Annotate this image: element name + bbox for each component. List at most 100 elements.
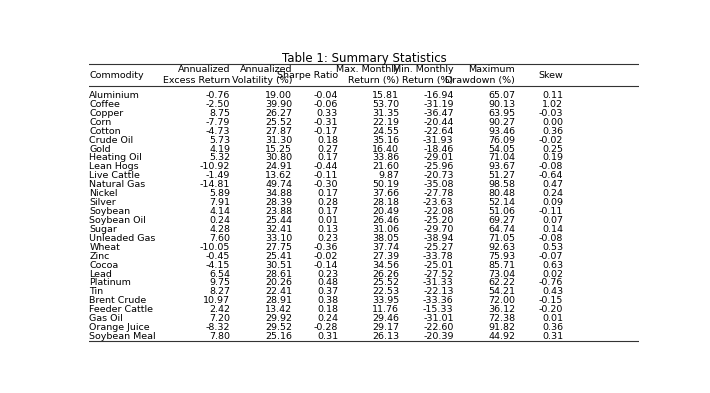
Text: 22.19: 22.19 (372, 118, 399, 127)
Text: 54.21: 54.21 (488, 287, 515, 296)
Text: 65.07: 65.07 (488, 91, 515, 100)
Text: 28.39: 28.39 (266, 198, 293, 207)
Text: Maximum
Drawdown (%): Maximum Drawdown (%) (445, 65, 515, 85)
Text: 23.88: 23.88 (266, 207, 293, 216)
Text: 9.87: 9.87 (378, 171, 399, 180)
Text: 15.25: 15.25 (266, 145, 293, 154)
Text: 22.41: 22.41 (266, 287, 293, 296)
Text: Soybean Meal: Soybean Meal (89, 332, 156, 341)
Text: 8.27: 8.27 (209, 287, 230, 296)
Text: Crude Oil: Crude Oil (89, 136, 133, 145)
Text: 64.74: 64.74 (488, 225, 515, 234)
Text: 91.82: 91.82 (488, 323, 515, 332)
Text: 29.92: 29.92 (266, 314, 293, 323)
Text: Orange Juice: Orange Juice (89, 323, 150, 332)
Text: 0.09: 0.09 (542, 198, 563, 207)
Text: 0.01: 0.01 (317, 216, 338, 225)
Text: -10.92: -10.92 (200, 162, 230, 171)
Text: -0.17: -0.17 (314, 127, 338, 136)
Text: 85.71: 85.71 (488, 261, 515, 270)
Text: -20.44: -20.44 (423, 118, 454, 127)
Text: 53.70: 53.70 (372, 100, 399, 109)
Text: Lead: Lead (89, 270, 112, 279)
Text: 25.52: 25.52 (266, 118, 293, 127)
Text: Skew: Skew (538, 71, 563, 80)
Text: 71.05: 71.05 (488, 234, 515, 243)
Text: -25.01: -25.01 (423, 261, 454, 270)
Text: 0.24: 0.24 (317, 314, 338, 323)
Text: 0.47: 0.47 (542, 180, 563, 189)
Text: 5.32: 5.32 (209, 154, 230, 162)
Text: 0.11: 0.11 (542, 91, 563, 100)
Text: Heating Oil: Heating Oil (89, 154, 142, 162)
Text: Soybean: Soybean (89, 207, 131, 216)
Text: 28.18: 28.18 (372, 198, 399, 207)
Text: -0.30: -0.30 (314, 180, 338, 189)
Text: -35.08: -35.08 (423, 180, 454, 189)
Text: Sharpe Ratio: Sharpe Ratio (277, 71, 338, 80)
Text: -4.73: -4.73 (206, 127, 230, 136)
Text: 51.27: 51.27 (488, 171, 515, 180)
Text: -0.45: -0.45 (206, 252, 230, 261)
Text: 39.90: 39.90 (266, 100, 293, 109)
Text: -20.39: -20.39 (423, 332, 454, 341)
Text: 0.18: 0.18 (317, 305, 338, 314)
Text: 38.05: 38.05 (372, 234, 399, 243)
Text: 0.31: 0.31 (317, 332, 338, 341)
Text: 4.14: 4.14 (209, 207, 230, 216)
Text: -36.47: -36.47 (423, 109, 454, 118)
Text: 51.06: 51.06 (488, 207, 515, 216)
Text: 0.02: 0.02 (542, 270, 563, 279)
Text: 25.41: 25.41 (266, 252, 293, 261)
Text: 80.48: 80.48 (488, 189, 515, 198)
Text: 9.75: 9.75 (209, 279, 230, 287)
Text: 0.48: 0.48 (317, 279, 338, 287)
Text: 31.30: 31.30 (265, 136, 293, 145)
Text: 98.58: 98.58 (488, 180, 515, 189)
Text: 0.63: 0.63 (542, 261, 563, 270)
Text: 62.22: 62.22 (488, 279, 515, 287)
Text: 25.44: 25.44 (266, 216, 293, 225)
Text: 22.53: 22.53 (372, 287, 399, 296)
Text: -0.76: -0.76 (206, 91, 230, 100)
Text: -0.64: -0.64 (539, 171, 563, 180)
Text: 71.04: 71.04 (488, 154, 515, 162)
Text: 21.60: 21.60 (372, 162, 399, 171)
Text: -25.96: -25.96 (423, 162, 454, 171)
Text: -0.11: -0.11 (539, 207, 563, 216)
Text: 0.17: 0.17 (317, 189, 338, 198)
Text: 0.53: 0.53 (542, 243, 563, 252)
Text: 0.01: 0.01 (542, 314, 563, 323)
Text: 5.89: 5.89 (209, 189, 230, 198)
Text: 0.28: 0.28 (317, 198, 338, 207)
Text: Aluminium: Aluminium (89, 91, 140, 100)
Text: -0.08: -0.08 (539, 162, 563, 171)
Text: -25.27: -25.27 (423, 243, 454, 252)
Text: 0.07: 0.07 (542, 216, 563, 225)
Text: 44.92: 44.92 (488, 332, 515, 341)
Text: 29.17: 29.17 (372, 323, 399, 332)
Text: 7.60: 7.60 (209, 234, 230, 243)
Text: -0.20: -0.20 (539, 305, 563, 314)
Text: -22.60: -22.60 (423, 323, 454, 332)
Text: 34.56: 34.56 (372, 261, 399, 270)
Text: 26.27: 26.27 (266, 109, 293, 118)
Text: 90.13: 90.13 (488, 100, 515, 109)
Text: -38.94: -38.94 (423, 234, 454, 243)
Text: Max. Monthly
Return (%): Max. Monthly Return (%) (336, 65, 399, 85)
Text: 33.10: 33.10 (265, 234, 293, 243)
Text: 0.43: 0.43 (542, 287, 563, 296)
Text: Table 1: Summary Statistics: Table 1: Summary Statistics (281, 52, 447, 65)
Text: Annualized
Volatility (%): Annualized Volatility (%) (232, 65, 293, 85)
Text: Copper: Copper (89, 109, 124, 118)
Text: -10.05: -10.05 (200, 243, 230, 252)
Text: -31.19: -31.19 (423, 100, 454, 109)
Text: -0.14: -0.14 (314, 261, 338, 270)
Text: -29.70: -29.70 (423, 225, 454, 234)
Text: 16.40: 16.40 (372, 145, 399, 154)
Text: 0.24: 0.24 (542, 189, 563, 198)
Text: -22.08: -22.08 (423, 207, 454, 216)
Text: Tin: Tin (89, 287, 104, 296)
Text: 19.00: 19.00 (266, 91, 293, 100)
Text: Platinum: Platinum (89, 279, 131, 287)
